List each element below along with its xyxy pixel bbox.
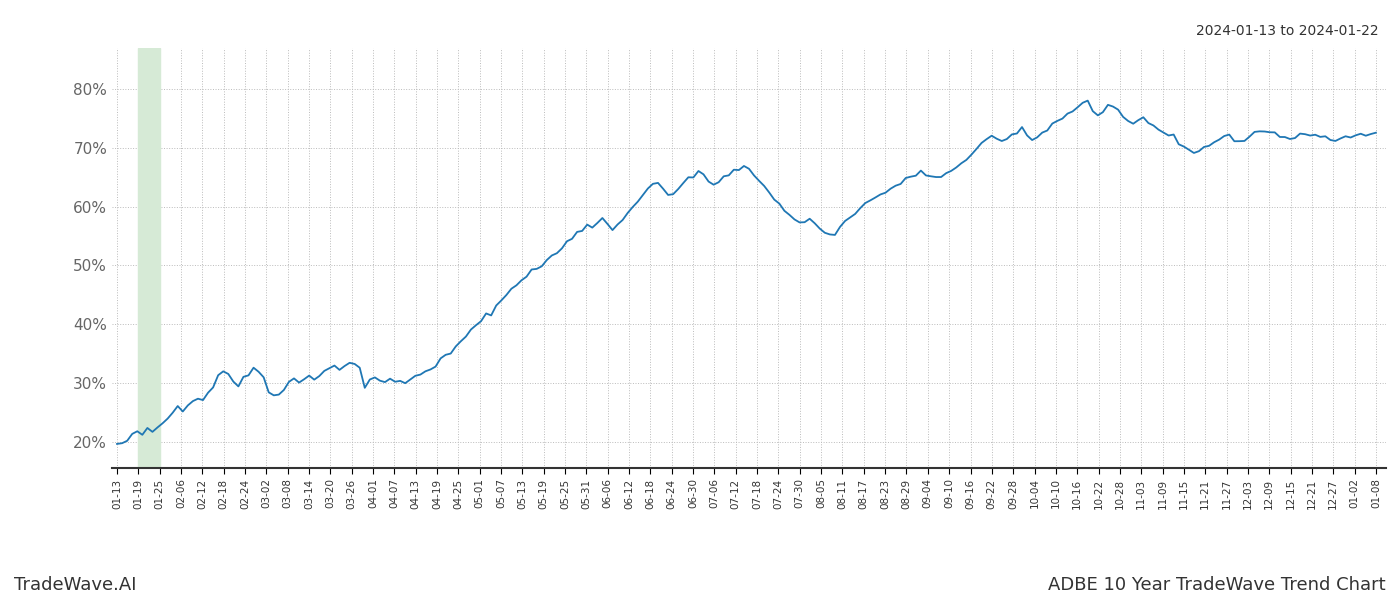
Text: 2024-01-13 to 2024-01-22: 2024-01-13 to 2024-01-22 [1197,24,1379,38]
Text: ADBE 10 Year TradeWave Trend Chart: ADBE 10 Year TradeWave Trend Chart [1049,576,1386,594]
Text: TradeWave.AI: TradeWave.AI [14,576,137,594]
Bar [139,48,160,468]
